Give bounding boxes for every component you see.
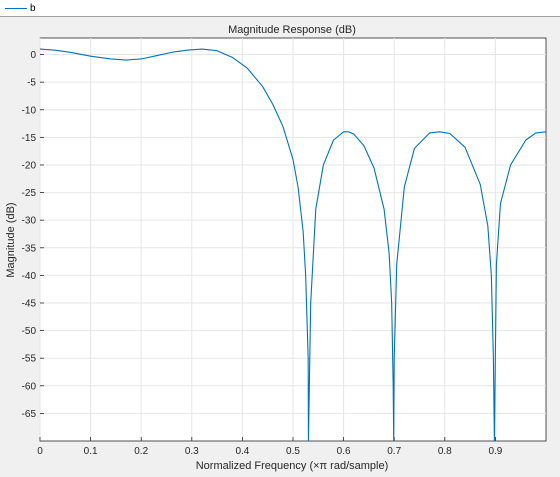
x-tick-label: 0.1 [84, 446, 98, 457]
legend-line-swatch [5, 7, 27, 9]
y-tick-label: -35 [22, 243, 37, 254]
x-tick-label: 0.8 [438, 446, 452, 457]
y-tick-label: -50 [22, 326, 37, 337]
y-tick-label: -45 [22, 298, 37, 309]
y-tick-label: -5 [27, 78, 36, 89]
y-tick-label: -55 [22, 354, 37, 365]
axis-ticks: 0 0.1 0.2 0.3 0.4 0.5 0.6 0.7 0.8 0.9 0 -5 -10 -15 -20… [22, 50, 503, 457]
legend-bar: b [0, 0, 560, 17]
legend-label: b [30, 2, 36, 14]
y-tick-label: -25 [22, 188, 37, 199]
x-tick-label: 0.5 [286, 446, 300, 457]
y-tick-label: -40 [22, 271, 37, 282]
y-tick-label: -20 [22, 160, 37, 171]
x-tick-label: 0.7 [387, 446, 401, 457]
x-tick-label: 0.2 [134, 446, 148, 457]
x-tick-label: 0.3 [185, 446, 199, 457]
y-tick-label: -15 [22, 133, 37, 144]
x-tick-label: 0.4 [235, 446, 249, 457]
y-tick-label: 0 [30, 50, 36, 61]
y-tick-label: -10 [22, 105, 37, 116]
series-line-b [39, 48, 547, 442]
series-layer [39, 48, 547, 442]
x-tick-label: 0 [37, 446, 43, 457]
grid-lines [39, 38, 546, 441]
y-tick-label: -30 [22, 216, 37, 227]
y-tick-label: -65 [22, 409, 37, 420]
y-axis-label: Magnitude (dB) [5, 202, 17, 277]
x-tick-label: 0.6 [337, 446, 351, 457]
x-tick-label: 0.9 [488, 446, 502, 457]
chart-title: Magnitude Response (dB) [228, 24, 356, 36]
x-axis-label: Normalized Frequency (×π rad/sample) [196, 460, 389, 472]
y-tick-label: -60 [22, 381, 37, 392]
